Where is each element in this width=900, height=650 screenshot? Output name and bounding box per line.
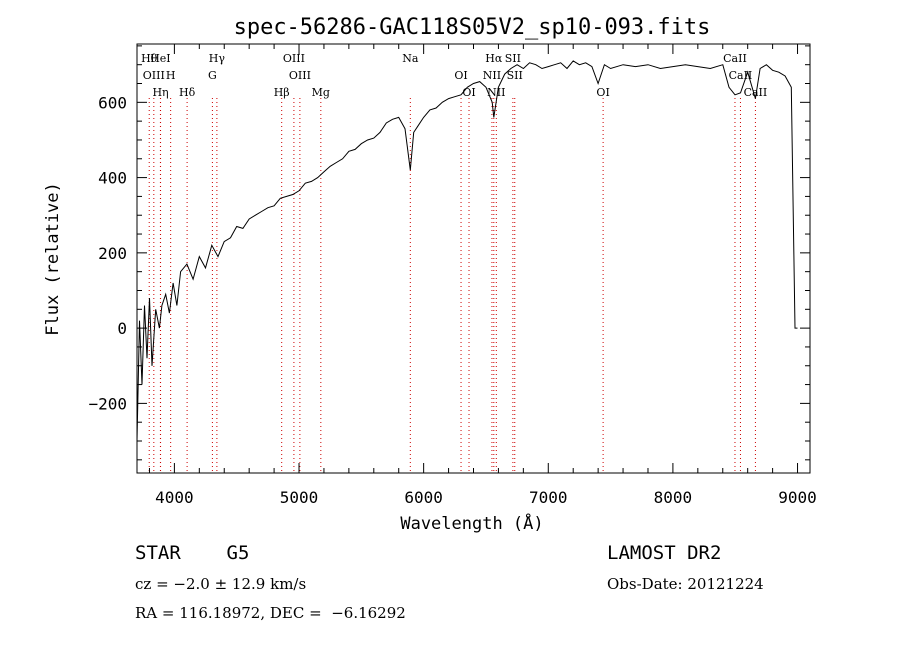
line-label-4: H xyxy=(166,69,176,82)
survey-name: LAMOST DR2 xyxy=(607,542,722,564)
x-tick-label-2: 6000 xyxy=(404,488,443,507)
spectrum-line xyxy=(136,60,798,442)
line-label-9: OIII xyxy=(283,52,305,65)
line-label-19: SII xyxy=(507,69,523,82)
x-tick-label-5: 9000 xyxy=(778,488,817,507)
chart-title: spec-56286-GAC118S05V2_sp10-093.fits xyxy=(234,15,711,40)
spectrum-chart: spec-56286-GAC118S05V2_sp10-093.fits Hθ O… xyxy=(43,15,817,534)
redshift-value: cz = −2.0 ± 12.9 km/s xyxy=(135,575,307,593)
line-label-11: Mg xyxy=(312,86,330,99)
observation-date: Obs-Date: 20121224 xyxy=(607,575,764,593)
line-label-21: CaII xyxy=(723,52,747,65)
line-label-17: NII xyxy=(487,86,505,99)
y-axis-label: Flux (relative) xyxy=(43,182,63,336)
y-axis-ticks: −200 0 200 400 600 xyxy=(88,45,810,461)
x-tick-label-1: 5000 xyxy=(280,488,319,507)
y-tick-label-3: 400 xyxy=(98,169,127,188)
x-tick-label-4: 8000 xyxy=(654,488,693,507)
line-label-23: CaII xyxy=(744,86,768,99)
x-tick-label-3: 7000 xyxy=(529,488,568,507)
object-class: STAR G5 xyxy=(135,542,250,564)
line-label-15: Hα xyxy=(485,52,503,65)
line-label-3: HeI xyxy=(150,52,170,65)
x-axis-label: Wavelength (Å) xyxy=(400,512,543,534)
line-label-16: NII xyxy=(483,69,501,82)
plot-frame xyxy=(136,43,811,474)
line-label-10: OIII xyxy=(289,69,311,82)
line-label-18: SII xyxy=(505,52,521,65)
y-tick-label-2: 200 xyxy=(98,244,127,263)
line-markers xyxy=(148,98,756,473)
y-tick-label-4: 600 xyxy=(98,93,127,112)
line-label-13: OI xyxy=(454,69,467,82)
x-tick-label-0: 4000 xyxy=(155,488,194,507)
line-label-6: Hγ xyxy=(209,52,226,65)
line-labels: HθOIIIHηHeIHHδHγGHβOIIIOIIIMgNaOIOIHαNII… xyxy=(141,52,767,99)
y-tick-label-0: −200 xyxy=(88,394,127,413)
line-label-12: Na xyxy=(402,52,419,65)
line-label-0: Hθ xyxy=(141,52,158,65)
line-label-2: Hη xyxy=(152,86,168,99)
line-label-7: G xyxy=(208,69,217,82)
x-axis-ticks: 4000 5000 6000 7000 8000 9000 xyxy=(148,44,817,507)
line-label-5: Hδ xyxy=(179,86,196,99)
line-label-20: OI xyxy=(596,86,609,99)
line-label-22: CaII xyxy=(729,69,753,82)
line-label-1: OIII xyxy=(143,69,165,82)
coordinates: RA = 116.18972, DEC = −6.16292 xyxy=(135,604,406,622)
line-label-14: OI xyxy=(462,86,475,99)
line-label-8: Hβ xyxy=(274,86,290,99)
y-tick-label-1: 0 xyxy=(117,319,127,338)
